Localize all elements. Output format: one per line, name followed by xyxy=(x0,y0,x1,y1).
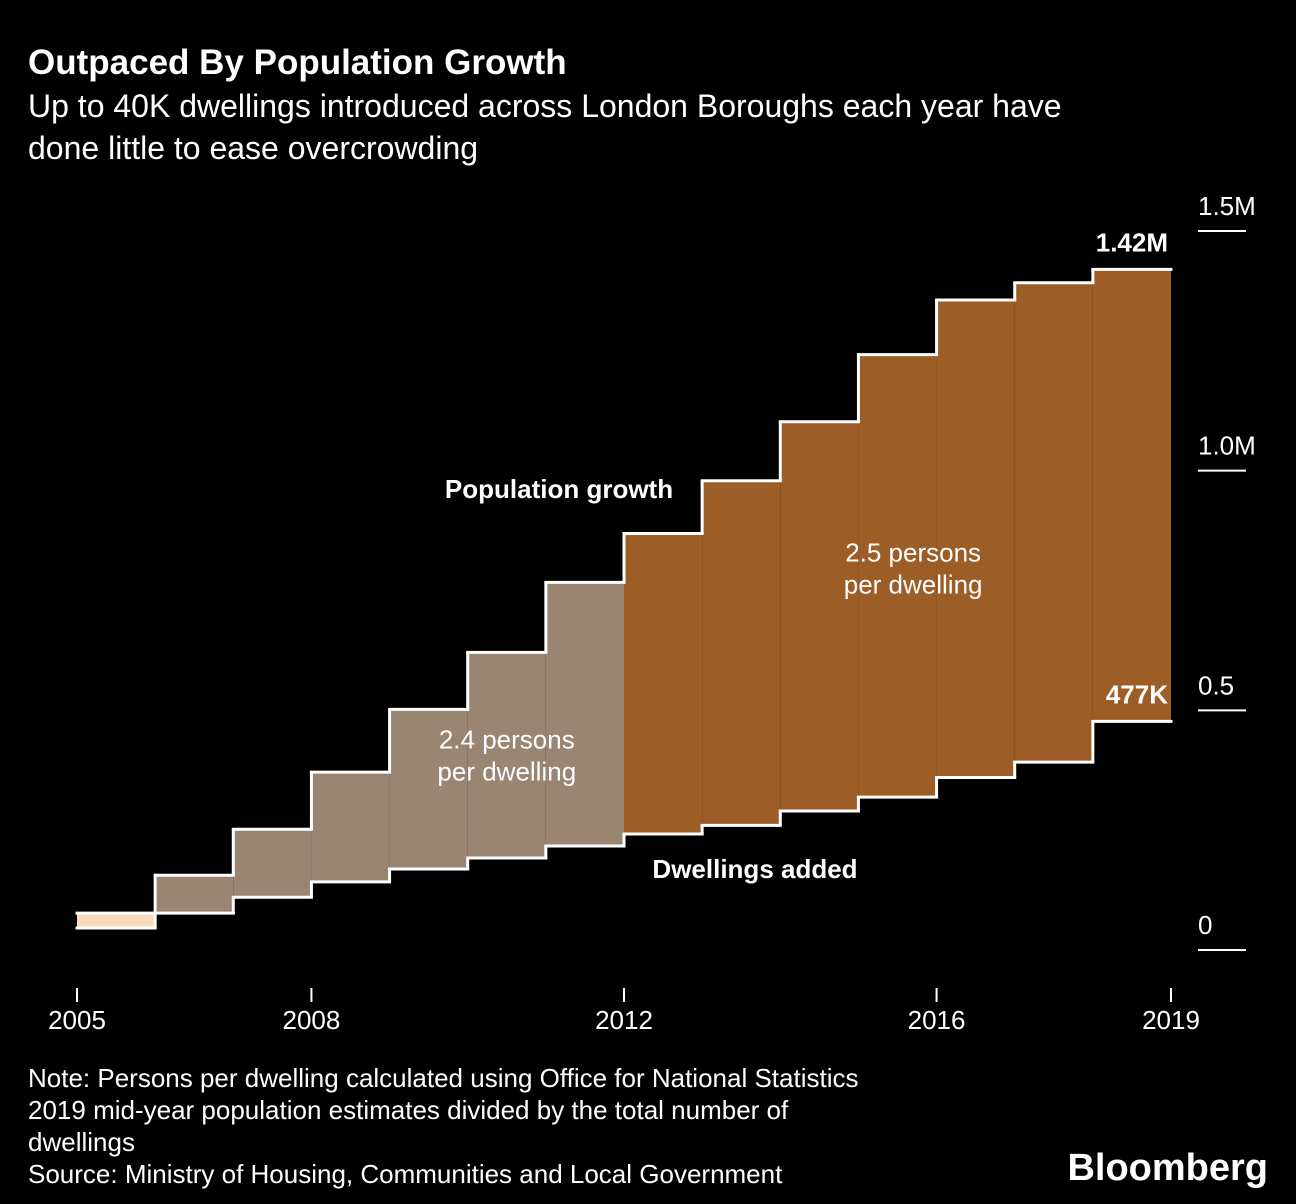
value-label: 1.42M xyxy=(1096,227,1168,257)
step-fill xyxy=(702,480,781,826)
note: 2019 mid-year population estimates divid… xyxy=(28,1095,789,1125)
step-fill xyxy=(780,421,859,811)
x-tick-label: 2016 xyxy=(908,1005,966,1035)
x-tick-label: 2012 xyxy=(595,1005,653,1035)
chart-title: Outpaced By Population Growth xyxy=(28,43,567,82)
step-fill xyxy=(155,875,234,914)
note: Source: Ministry of Housing, Communities… xyxy=(28,1159,783,1189)
step-fill xyxy=(858,354,937,798)
note: dwellings xyxy=(28,1127,135,1157)
x-tick-label: 2019 xyxy=(1142,1005,1200,1035)
brand: Bloomberg xyxy=(1067,1147,1268,1189)
step-fill xyxy=(1014,282,1093,763)
y-tick-label: 0 xyxy=(1198,910,1212,940)
step-fill xyxy=(77,913,156,928)
series-label: Dwellings added xyxy=(652,854,857,884)
step-fill xyxy=(467,652,546,858)
step-fill xyxy=(233,829,312,898)
step-fill xyxy=(311,772,390,882)
annotation: per dwelling xyxy=(437,757,576,787)
step-fill xyxy=(389,709,468,869)
y-tick-label: 0.5 xyxy=(1198,670,1234,700)
y-tick-label: 1.5M xyxy=(1198,191,1256,221)
subtitle: Up to 40K dwellings introduced across Lo… xyxy=(28,88,1062,124)
x-tick-label: 2005 xyxy=(48,1005,106,1035)
subtitle: done little to ease overcrowding xyxy=(28,130,478,166)
y-tick-label: 1.0M xyxy=(1198,431,1256,461)
series-label: Population growth xyxy=(445,474,673,504)
value-label: 477K xyxy=(1106,679,1168,709)
step-fill xyxy=(545,582,624,846)
note: Note: Persons per dwelling calculated us… xyxy=(28,1063,859,1093)
annotation: 2.4 persons xyxy=(439,725,575,755)
step-fill xyxy=(936,300,1015,778)
annotation: 2.5 persons xyxy=(845,538,981,568)
step-fill xyxy=(1092,269,1171,722)
annotation: per dwelling xyxy=(844,570,983,600)
x-tick-label: 2008 xyxy=(283,1005,341,1035)
step-fill xyxy=(624,533,703,835)
